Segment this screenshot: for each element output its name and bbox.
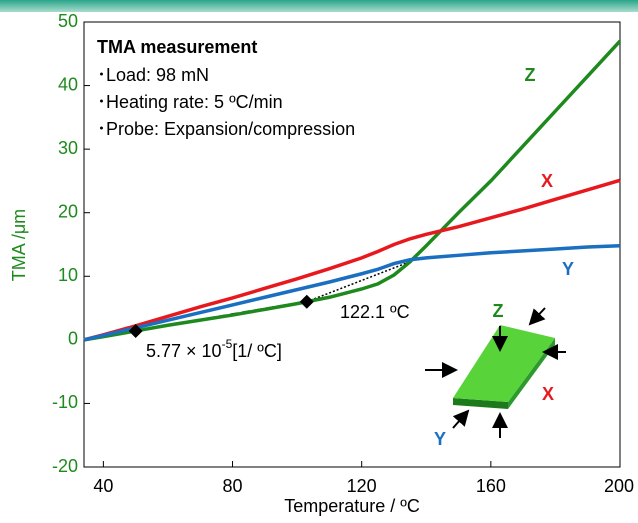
x-axis-title: Temperature / ºC — [284, 496, 420, 516]
marker — [299, 294, 314, 309]
tangent-line — [306, 260, 411, 303]
series-line — [83, 178, 621, 342]
y-tick-label: 20 — [58, 201, 78, 221]
inset-label: X — [542, 384, 554, 404]
info-item: ･Heating rate: 5 ºC/min — [97, 92, 283, 112]
x-tick-label: 40 — [93, 476, 113, 496]
series-label: Y — [562, 259, 574, 279]
info-title: TMA measurement — [97, 37, 257, 57]
y-tick-label: 40 — [58, 74, 78, 94]
info-item: ･Load: 98 mN — [97, 65, 209, 85]
y-tick-label: -10 — [52, 392, 78, 412]
info-item: ･Probe: Expansion/compression — [97, 119, 355, 139]
y-tick-label: 30 — [58, 138, 78, 158]
cte-exp: -5 — [222, 337, 233, 351]
series-label: X — [541, 171, 553, 191]
cte-unit: [1/ ºC] — [232, 341, 282, 361]
y-tick-label: -20 — [52, 456, 78, 476]
x-tick-label: 80 — [223, 476, 243, 496]
cte-label: 5.77 × 10-5[1/ ºC] — [146, 337, 282, 361]
plot-frame — [83, 21, 621, 468]
inset-label: Z — [493, 301, 504, 321]
marker — [128, 323, 143, 338]
y-tick-label: 0 — [68, 329, 78, 349]
y-tick-label: 10 — [58, 265, 78, 285]
y-axis-title: TMA /μm — [9, 209, 29, 281]
x-tick-label: 160 — [476, 476, 506, 496]
series-line — [83, 39, 622, 342]
cte-base: 5.77 × 10 — [146, 341, 222, 361]
inset-label: Y — [434, 429, 446, 449]
onset-label: 122.1 ºC — [340, 302, 410, 322]
header-band — [0, 0, 638, 12]
series-label: Z — [525, 65, 536, 85]
y-tick-label: 50 — [58, 11, 78, 31]
x-tick-label: 120 — [347, 476, 377, 496]
series-line — [83, 244, 621, 342]
x-tick-label: 200 — [604, 476, 634, 496]
sample-diagram — [425, 307, 566, 438]
